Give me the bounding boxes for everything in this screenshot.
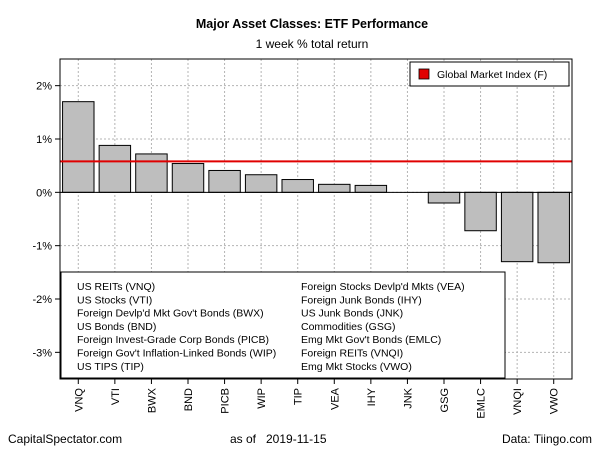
x-tick-label-vnq: VNQ: [73, 388, 85, 412]
bar-bnd: [171, 163, 205, 193]
key-item-right: Foreign REITs (VNQI): [301, 348, 403, 360]
chart-title: Major Asset Classes: ETF Performance: [196, 17, 428, 31]
bar-picb: [208, 169, 241, 193]
x-tick-label-picb: PICB: [220, 388, 232, 414]
footer-date: 2019-11-15: [266, 432, 327, 446]
key-box: [60, 271, 506, 379]
bar-ihy: [354, 184, 388, 193]
key-item-left: Foreign Invest-Grade Corp Bonds (PICB): [77, 334, 269, 346]
bar-tip: [281, 179, 314, 193]
y-tick-label: -1%: [32, 241, 52, 253]
key-item-right: Emg Mkt Stocks (VWO): [301, 361, 412, 373]
x-tick-label-vti: VTI: [110, 388, 122, 405]
key-item-right: Emg Mkt Gov't Bonds (EMLC): [301, 334, 441, 346]
bar-wip: [244, 174, 278, 193]
x-tick-label-vea: VEA: [329, 387, 341, 410]
x-tick-label-vnqi: VNQI: [512, 388, 524, 415]
key-item-right: Commodities (GSG): [301, 321, 396, 333]
x-tick-label-bnd: BND: [183, 388, 195, 411]
bar-vti: [98, 144, 132, 193]
key-item-left: US Stocks (VTI): [77, 294, 152, 306]
x-tick-label-tip: TIP: [293, 388, 305, 405]
footer-date-prefix: as of: [230, 432, 257, 446]
x-tick-label-emlc: EMLC: [476, 388, 488, 419]
footer-source-left: CapitalSpectator.com: [8, 432, 122, 446]
axes: 2% 1% 0% -1% -2% -3% VNQ VTI BWX BND PICB WIP TIP VEA…: [32, 58, 573, 419]
key-item-left: US Bonds (BND): [77, 321, 156, 333]
legend: Global Market Index (F): [409, 61, 570, 87]
key-item-left: US TIPS (TIP): [77, 361, 144, 373]
key-item-right: US Junk Bonds (JNK): [301, 308, 403, 320]
x-tick-label-ihy: IHY: [366, 387, 378, 406]
x-tick-label-wip: WIP: [256, 388, 268, 409]
bar-gsg: [427, 191, 461, 204]
ticker-key: US REITs (VNQ)US Stocks (VTI) Foreign Dev…: [60, 271, 506, 379]
key-item-left: Foreign Gov't Inflation-Linked Bonds (WI…: [77, 348, 276, 360]
y-tick-label: 0%: [36, 187, 52, 199]
legend-box: [409, 61, 570, 87]
x-tick-label-vwo: VWO: [549, 388, 561, 415]
bar-vnqi: [500, 191, 534, 263]
chart-subtitle: 1 week % total return: [256, 37, 369, 51]
footer-source-right: Data: Tiingo.com: [502, 432, 592, 446]
key-item-right: Foreign Stocks Devlp'd Mkts (VEA): [301, 281, 465, 293]
y-tick-label: 1%: [36, 134, 52, 146]
x-tick-label-bwx: BWX: [146, 387, 158, 413]
y-tick-label: 2%: [36, 81, 52, 93]
bar-vnq: [62, 101, 95, 193]
key-item-right: Foreign Junk Bonds (IHY): [301, 294, 422, 306]
y-tick-label: -2%: [32, 294, 52, 306]
y-tick-label: -3%: [32, 347, 52, 359]
legend-label: Global Market Index (F): [437, 69, 547, 81]
key-item-left: Foreign Devlp'd Mkt Gov't Bonds (BWX): [77, 308, 264, 320]
bar-vea: [318, 183, 351, 193]
bar-bwx: [135, 153, 168, 193]
key-item-left: US REITs (VNQ): [77, 281, 155, 293]
plot-frame: [59, 58, 573, 380]
bars: [60, 101, 572, 264]
legend-swatch: [418, 68, 430, 80]
x-tick-label-gsg: GSG: [439, 388, 451, 412]
bar-emlc: [464, 191, 497, 232]
bar-vwo: [537, 191, 570, 264]
x-tick-label-jnk: JNK: [402, 387, 414, 408]
